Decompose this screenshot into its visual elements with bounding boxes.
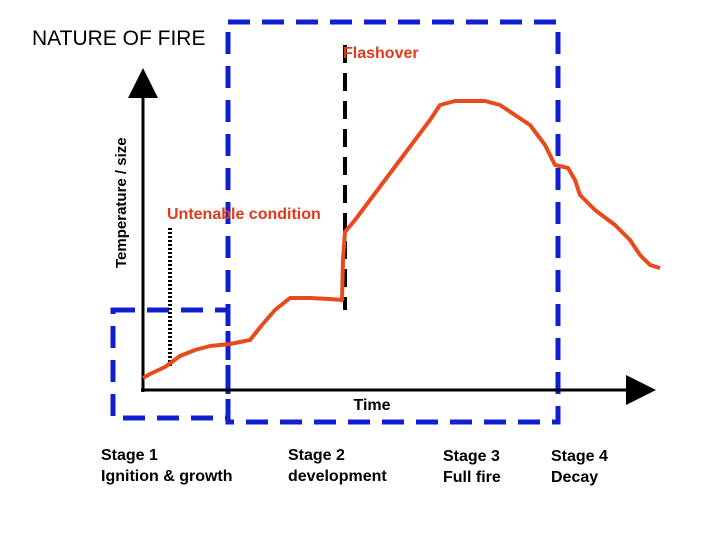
stage-name: Stage 3 — [443, 448, 500, 465]
stage-labels: Stage 1 Ignition & growth Stage 2 develo… — [101, 447, 608, 486]
y-axis-label: Temperature / size — [113, 137, 130, 268]
stage-box — [110, 307, 231, 421]
untenable-label: Untenable condition — [167, 206, 321, 223]
x-axis-label: Time — [353, 397, 390, 414]
stage-description: Ignition & growth — [101, 468, 233, 485]
stage-box — [225, 19, 561, 425]
fire-curve — [142, 99, 661, 380]
stage-name: Stage 4 — [551, 448, 608, 465]
stage-name: Stage 1 — [101, 447, 158, 464]
flashover-label: Flashover — [343, 45, 419, 62]
title: NATURE OF FIRE — [32, 27, 205, 50]
stage-name: Stage 2 — [288, 447, 345, 464]
stage-description: Full fire — [443, 469, 501, 486]
stage-description: Decay — [551, 469, 598, 486]
stage-description: development — [288, 468, 387, 485]
